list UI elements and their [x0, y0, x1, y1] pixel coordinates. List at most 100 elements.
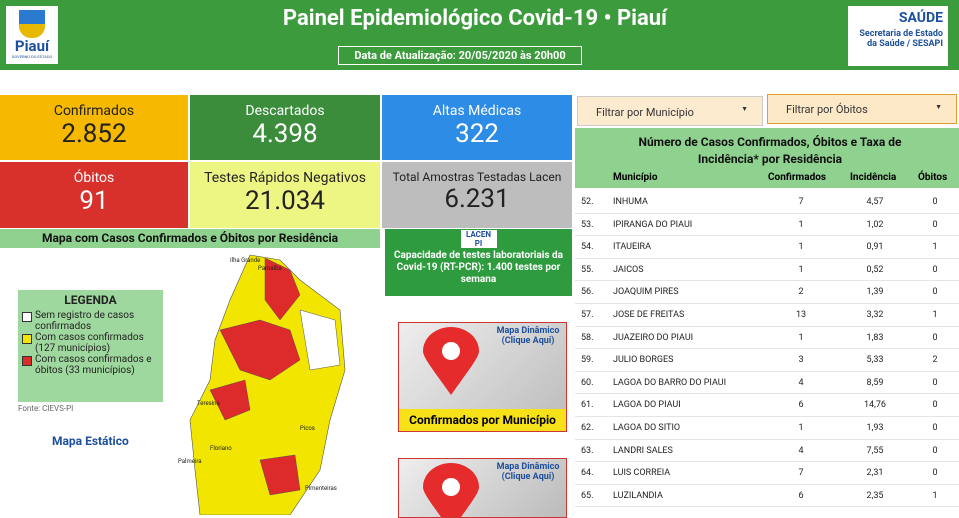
- table-cell: 6: [798, 490, 804, 501]
- card-value: 322: [455, 119, 499, 149]
- table-cell: 6: [798, 400, 804, 411]
- card: Testes Rápidos Negativos 21.034: [190, 162, 380, 228]
- table-row: 53. IPIRANGA DO PIAUI 1 1,02 0: [575, 213, 959, 237]
- table-cell: 13: [795, 310, 807, 320]
- filter-label: Filtrar por Óbitos: [786, 103, 868, 116]
- dynamic-map-title: Mapa Dinâmico (Clique Aqui): [496, 462, 560, 482]
- card: Altas Médicas 322: [382, 95, 572, 160]
- table-row: 61. LAGOA DO PIAUI 6 14,76 0: [575, 393, 959, 417]
- card-value: 6.231: [444, 184, 510, 214]
- table-row: 54. ITAUEIRA 1 0,91 1: [575, 235, 959, 259]
- table-cell: 3: [798, 355, 804, 366]
- place-label: Parnaíba: [258, 265, 282, 272]
- table-cell: 56.: [581, 287, 594, 298]
- place-label: Ilha Grande: [230, 257, 260, 264]
- table-cell: 14,76: [863, 400, 886, 411]
- table-title: Número de Casos Confirmados, Óbitos e Ta…: [638, 135, 902, 166]
- dynamic-map-card[interactable]: Mapa Dinâmico (Clique Aqui) Confirmados …: [398, 322, 567, 432]
- table-cell: 0: [932, 445, 938, 456]
- table-cell: 7,55: [866, 445, 884, 456]
- table-cell: 3,32: [866, 310, 884, 320]
- legend-item: Com casos confirmados e óbitos (33 munic…: [22, 354, 159, 376]
- table-cell: 1: [932, 310, 938, 320]
- table-cell: INHUMA: [613, 197, 648, 207]
- filter-dropdown[interactable]: Filtrar por Município ▼: [577, 96, 763, 126]
- table-cell: 1: [798, 332, 804, 343]
- table-cell: 4: [798, 445, 804, 456]
- table-cell: LANDRI SALES: [613, 445, 673, 456]
- table-cell: LUZILANDIA: [613, 490, 663, 501]
- table-cell: ITAUEIRA: [613, 242, 651, 253]
- pin-icon: [423, 463, 479, 517]
- dynamic-map-caption: Confirmados por Município: [399, 409, 566, 431]
- table-cell: 0,91: [866, 242, 884, 253]
- card-label: Descartados: [245, 103, 325, 119]
- table-cell: 0,52: [866, 264, 884, 275]
- dynamic-map-title: Mapa Dinâmico (Clique Aqui): [496, 326, 560, 346]
- table-cell: 52.: [581, 197, 594, 207]
- legend-text: Com casos confirmados (127 municípios): [35, 332, 144, 354]
- lacen-box: LACEN PI Capacidade de testes laboratoria…: [385, 229, 572, 296]
- table-cell: 57.: [581, 310, 594, 320]
- table-cell: 0: [932, 423, 938, 433]
- table-cell: 53.: [581, 219, 594, 230]
- lacen-logo-sub: PI: [474, 239, 483, 248]
- map-source: Fonte: CIEVS-PI: [18, 404, 74, 413]
- table-cell: 0: [932, 332, 938, 343]
- table-cell: 58.: [581, 332, 594, 343]
- table-cell: 0: [932, 468, 938, 479]
- table-cell: 1: [798, 423, 804, 433]
- table-cell: 1,02: [866, 219, 884, 230]
- filter-dropdown[interactable]: Filtrar por Óbitos ▼: [767, 94, 957, 124]
- card-value: 91: [79, 186, 109, 216]
- table-row: 64. LUIS CORREIA 7 2,31 0: [575, 461, 959, 485]
- lacen-logo: LACEN PI: [460, 230, 497, 248]
- table-row: 57. JOSE DE FREITAS 13 3,32 1: [575, 303, 959, 327]
- table-cell: 1,83: [866, 332, 884, 343]
- dynamic-map-card[interactable]: Mapa Dinâmico (Clique Aqui): [398, 458, 567, 518]
- map-region-none: [299, 309, 341, 371]
- map-labels: Ilha Grande Parnaíba Teresina Picos Flor…: [178, 257, 337, 492]
- table-cell: 1: [798, 264, 804, 275]
- static-map-link[interactable]: Mapa Estático: [52, 434, 129, 448]
- card-label: Testes Rápidos Negativos: [204, 170, 366, 186]
- table-cell: 62.: [581, 423, 594, 433]
- table-cell: 1: [932, 490, 938, 501]
- table-header: Número de Casos Confirmados, Óbitos e Ta…: [575, 128, 959, 188]
- table-cell: LAGOA DO BARRO DO PIAUI: [613, 377, 727, 388]
- card-label: Altas Médicas: [432, 103, 522, 119]
- table-cell: JAICOS: [613, 264, 644, 275]
- legend-title: LEGENDA: [64, 293, 117, 307]
- table-cell: 7: [798, 197, 804, 207]
- table-cell: 55.: [581, 264, 594, 275]
- table-cell: 2: [798, 287, 804, 298]
- table-cell: LUIS CORREIA: [613, 468, 671, 479]
- table-cell: 61.: [581, 400, 594, 411]
- table-cell: 2,31: [866, 468, 884, 479]
- map-region-deaths: [264, 257, 301, 321]
- sesapi-title: SAÚDE: [898, 10, 943, 26]
- table-cell: 5,33: [866, 355, 884, 366]
- filter-label: Filtrar por Município: [596, 106, 694, 119]
- card-label: Total Amostras Testadas Lacen: [392, 170, 562, 184]
- card-value: 4.398: [252, 119, 318, 149]
- header: [0, 0, 959, 70]
- table-row: 65. LUZILANDIA 6 2,35 1: [575, 484, 959, 508]
- table-cell: 0: [932, 287, 938, 298]
- column-header: Município: [613, 172, 658, 183]
- update-date: Data de Atualização: 20/05/2020 às 20h00: [338, 46, 582, 65]
- map-region-deaths: [259, 454, 301, 496]
- table-cell: LAGOA DO PIAUI: [613, 400, 681, 411]
- place-label: Floriano: [210, 445, 232, 452]
- card-label: Óbitos: [73, 170, 115, 186]
- title: Painel Epidemiológico Covid-19 • Piauí: [282, 6, 668, 31]
- table-row: 62. LAGOA DO SITIO 1 1,93 0: [575, 416, 959, 440]
- sesapi-logo: SAÚDE Secretaria de Estado da Saúde / SE…: [848, 6, 948, 66]
- state-map: Ilha Grande Parnaíba Teresina Picos Flor…: [178, 254, 346, 515]
- table-cell: 0: [932, 377, 938, 388]
- legend: LEGENDA Sem registro de casos confirmado…: [18, 290, 163, 402]
- table-cell: 0: [932, 400, 938, 411]
- card-label: Confirmados: [53, 103, 135, 119]
- table-cell: 4: [798, 377, 804, 388]
